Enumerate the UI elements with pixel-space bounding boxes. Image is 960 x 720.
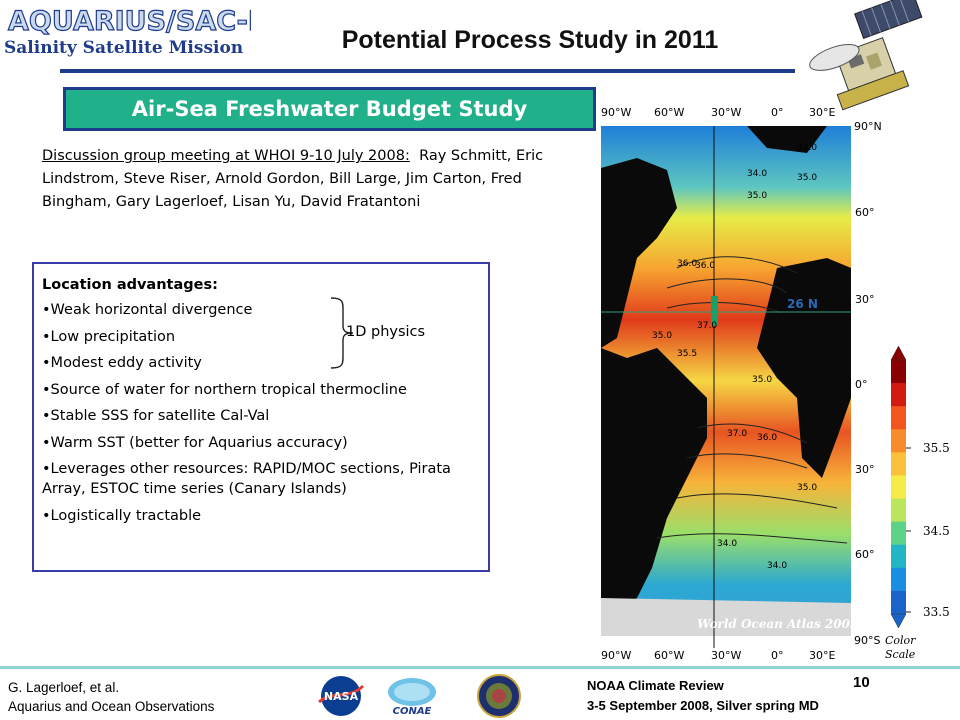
advantage-item: •Low precipitation [42,328,176,345]
contour-label: 37.0 [727,429,747,439]
colorbar-top-arrow [890,345,907,361]
footer-author-block: G. Lagerloef, et al. Aquarius and Ocean … [8,678,214,716]
contour-label: 34.0 [767,561,787,571]
bottom-lon-label: 30°E [809,649,835,662]
bottom-lon-label: 0° [771,649,784,662]
lat-label: 30° [855,293,875,306]
footer-author: G. Lagerloef, et al. [8,680,120,695]
colorbar-band [891,521,906,546]
contour-label: 35.5 [677,349,697,359]
colorbar-band [891,360,906,384]
colorbar-band [891,567,906,592]
advantages-title: Location advantages: [42,277,218,293]
map-credit: World Ocean Atlas 2005 [697,617,858,631]
colorbar-tick-label: 35.5 [923,441,950,455]
contour-label: 32.0 [797,143,817,153]
colorbar-label: Color [885,634,916,647]
lat-label: 90°S [854,634,880,647]
location-advantages-box: Location advantages: •Weak horizontal di… [32,262,490,572]
salinity-map-graphic: 90°W 60°W 30°W 0° 30°E 90°W 60°W 30°W 0°… [601,106,882,662]
advantage-item: •Weak horizontal divergence [42,302,253,318]
lat-label: 90°N [854,120,882,133]
footer-subtitle: Aquarius and Ocean Observations [8,699,215,714]
contour-label: 35.0 [752,375,772,385]
advantage-item: •Logistically tractable [42,508,202,524]
advantage-item: •Modest eddy activity [42,355,202,371]
advantage-item: •Stable SSS for satellite Cal-Val [42,408,270,424]
contour-label: 36.0 [677,259,697,269]
footer-meeting: NOAA Climate Review [587,678,724,693]
contour-label: 34.0 [747,169,767,179]
top-lon-label: 30°W [711,106,741,119]
contour-label: 37.0 [697,321,717,331]
advantage-item: •Source of water for northern tropical t… [42,381,407,398]
contour-label: 36.0 [695,261,715,271]
header-divider [60,69,795,73]
footer-date: 3-5 September 2008, Silver spring MD [587,698,819,713]
study-site-marker [711,296,718,326]
page-title: Potential Process Study in 2011 [341,26,719,54]
advantage-item: •Leverages other resources: RAPID/MOC se… [42,461,451,497]
colorbar-band [891,429,906,453]
salinity-map: 90°W 60°W 30°W 0° 30°E 90°W 60°W 30°W 0°… [597,98,892,665]
aquarius-logo: AQUARIUS/SAC-D [7,5,251,37]
bottom-lon-label: 90°W [601,649,631,662]
bottom-lon-label: 30°W [711,649,741,662]
colorbar-band [891,544,906,569]
nasa-logo-text: NASA [324,690,359,703]
top-lon-label: 30°E [809,106,835,119]
physics-label: 1D physics [346,324,426,340]
colorbar-label: Scale [885,648,916,661]
colorbar-band [891,590,906,615]
colorbar-tick-label: 33.5 [923,605,950,619]
contour-label: 35.0 [747,191,767,201]
advantage-item: •Warm SST (better for Aquarius accuracy) [42,434,348,451]
lat-label: 0° [855,378,868,391]
lat-label: 30° [855,463,875,476]
top-lon-label: 90°W [601,106,631,119]
top-lon-label: 60°W [654,106,684,119]
bracket-icon [330,297,354,369]
lat-label: 60° [855,206,875,219]
footer-meeting-block: NOAA Climate Review 3-5 September 2008, … [587,676,819,716]
logo-text: AQUARIUS/SAC-D [8,6,251,37]
mission-subtitle: Salinity Satellite Mission [4,38,244,58]
conae-logo-text: CONAE [393,706,432,717]
color-scale: 35.5 34.5 33.5 Color Scale [885,345,950,661]
latitude-marker-label: 26 N [787,297,818,311]
colorbar-band [891,383,906,407]
colorbar-bottom-arrow [890,613,907,629]
section-banner: Air-Sea Freshwater Budget Study [63,87,596,131]
discussion-people: Ray Schmitt, Eric Lindstrom, Steve Riser… [42,148,544,210]
colorbar-band [891,452,906,476]
footer-divider [0,666,960,669]
banner-title: Air-Sea Freshwater Budget Study [131,97,528,121]
contour-label: 36.0 [757,433,777,443]
page-number: 10 [853,674,870,691]
colorbar-tick-label: 34.5 [923,524,950,538]
bottom-lon-label: 60°W [654,649,684,662]
top-lon-label: 0° [771,106,784,119]
contour-label: 34.0 [717,539,737,549]
colorbar-band [891,498,906,523]
conae-logo: CONAE [388,678,436,717]
agency-seal-logo [477,674,521,718]
satellite-icon [809,0,923,111]
discussion-text: Discussion group meeting at WHOI 9-10 Ju… [42,145,567,214]
colorbar-band [891,475,906,500]
colorbar-band [891,406,906,430]
lat-label: 60° [855,548,875,561]
nasa-logo: NASA [318,676,365,716]
contour-label: 35.0 [797,483,817,493]
contour-label: 35.0 [797,173,817,183]
contour-label: 35.0 [652,331,672,341]
discussion-heading: Discussion group meeting at WHOI 9-10 Ju… [42,148,410,164]
